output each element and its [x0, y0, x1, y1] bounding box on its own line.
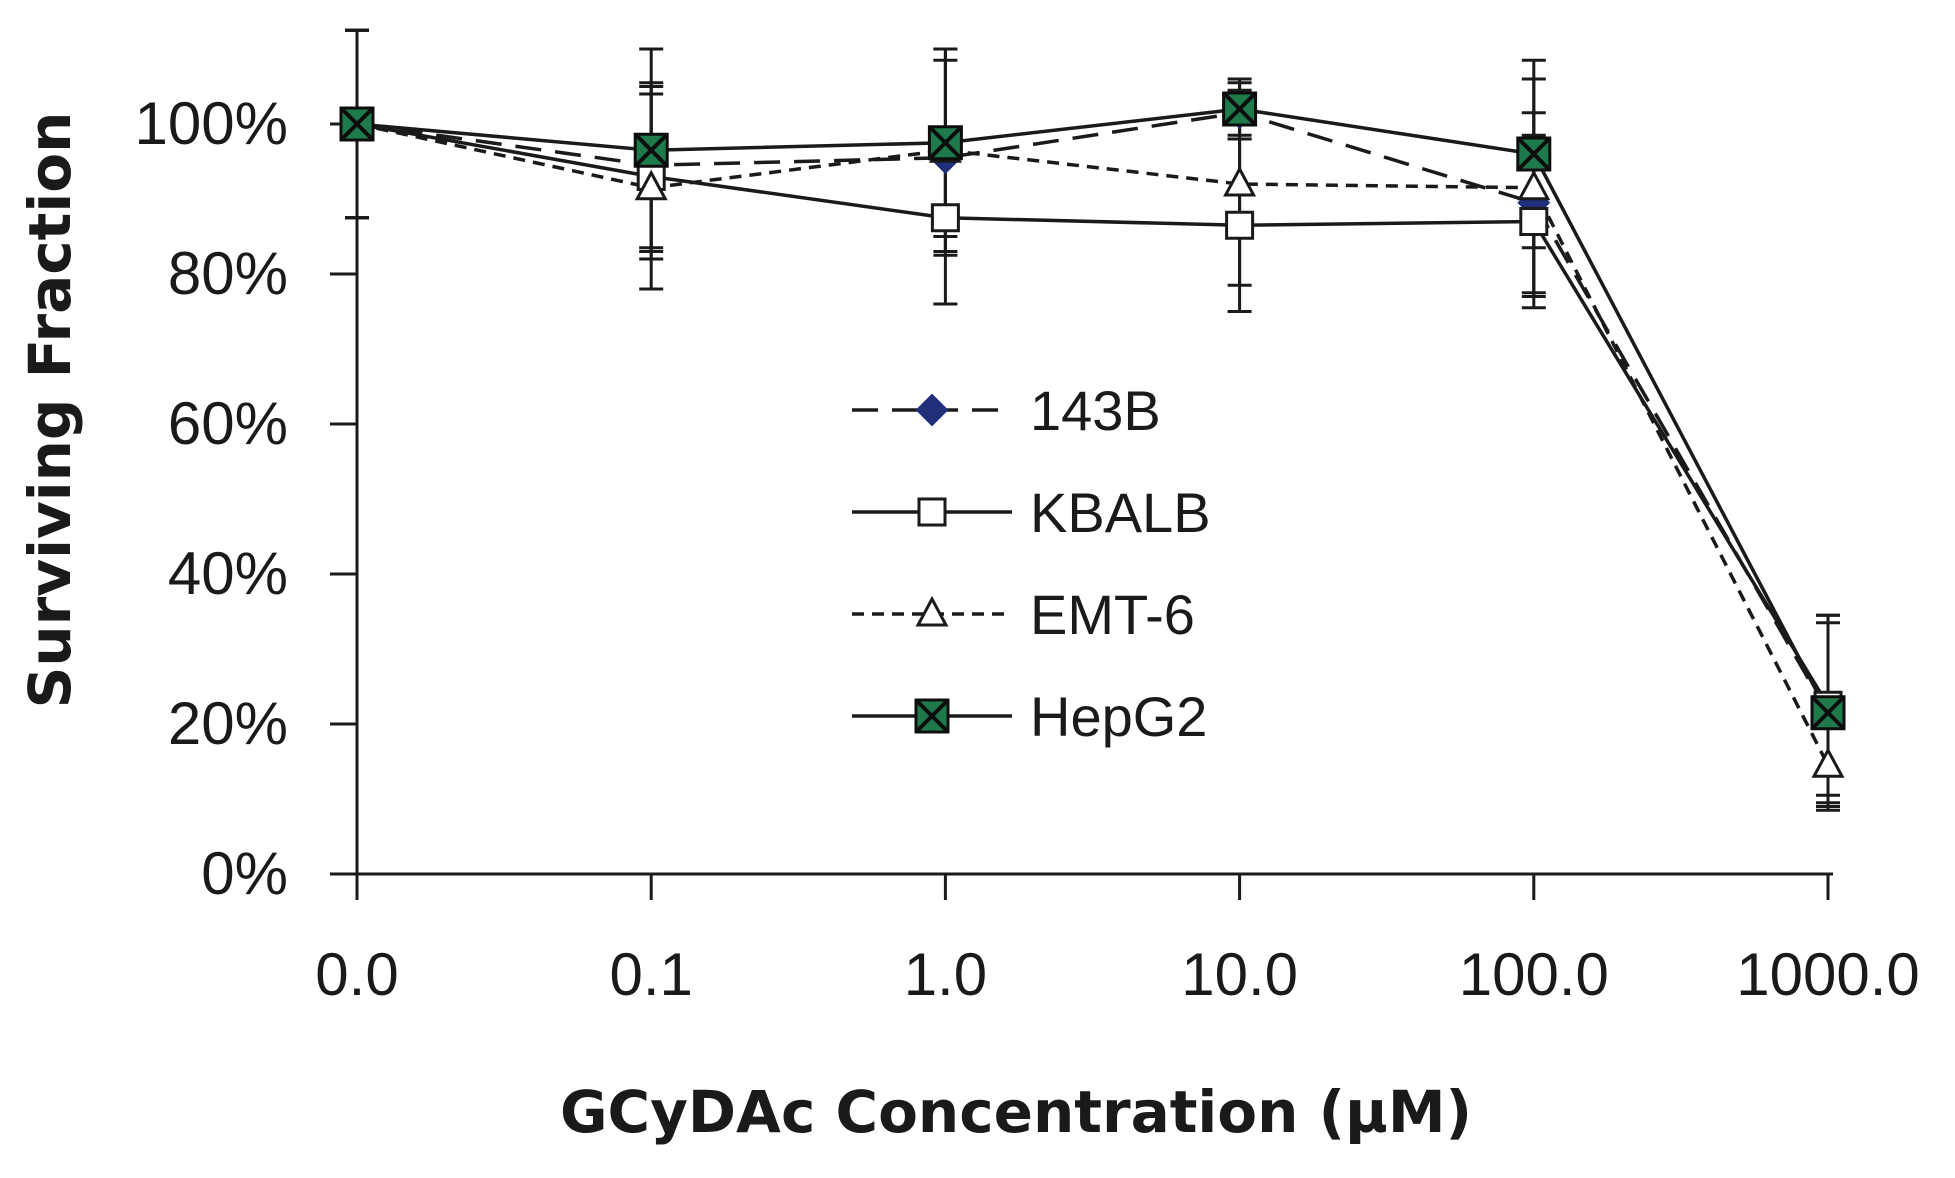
series-line-143b	[356, 110, 1830, 714]
legend-marker-emt-6	[915, 595, 949, 627]
legend-marker-hepg2	[914, 698, 950, 734]
series-line-kbalb	[356, 122, 1830, 707]
data-point-hepg2	[339, 106, 375, 142]
x-tick-label: 10.0	[1181, 941, 1298, 1008]
series-line-emt-6	[356, 122, 1830, 767]
legend-label: EMT-6	[1030, 583, 1195, 646]
y-axis-title: Surviving Fraction	[16, 112, 84, 709]
data-point-hepg2	[633, 132, 669, 168]
data-point-hepg2	[1516, 136, 1552, 172]
legend-label: HepG2	[1030, 685, 1207, 748]
x-tick-label: 100.0	[1459, 941, 1609, 1008]
legend-item-hepg2: HepG2	[852, 685, 1207, 748]
legend-item-emt-6: EMT-6	[852, 583, 1195, 646]
series-line-hepg2	[356, 107, 1830, 714]
x-tick-label: 1.0	[904, 941, 987, 1008]
legend-label: 143B	[1030, 379, 1161, 442]
legend-marker-143b	[915, 393, 949, 427]
legend-marker-kbalb	[917, 497, 947, 527]
y-tick-label: 0%	[201, 840, 288, 907]
data-point-hepg2	[1810, 695, 1846, 731]
data-point-emt-6	[1517, 169, 1551, 201]
data-point-kbalb	[1519, 207, 1549, 236]
legend-label: KBALB	[1030, 481, 1211, 544]
x-tick-label: 0.1	[609, 941, 692, 1008]
y-tick-label: 80%	[168, 240, 288, 307]
y-tick-label: 60%	[168, 390, 288, 457]
x-tick-label: 0.0	[315, 941, 398, 1008]
y-tick-label: 100%	[135, 90, 288, 157]
data-point-hepg2	[1222, 91, 1258, 127]
data-point-emt-6	[634, 169, 668, 201]
legend-item-143b: 143B	[852, 379, 1161, 442]
y-tick-label: 20%	[168, 690, 288, 757]
data-point-kbalb	[930, 203, 960, 233]
data-point-hepg2	[927, 125, 963, 161]
data-point-emt-6	[1811, 747, 1845, 778]
x-axis-title: GCyDAc Concentration (µM)	[560, 1078, 1472, 1146]
data-point-kbalb	[1225, 210, 1255, 240]
data-point-emt-6	[1223, 165, 1257, 197]
legend-item-kbalb: KBALB	[852, 481, 1211, 544]
y-tick-label: 40%	[168, 540, 288, 607]
x-tick-label: 1000.0	[1736, 941, 1920, 1008]
